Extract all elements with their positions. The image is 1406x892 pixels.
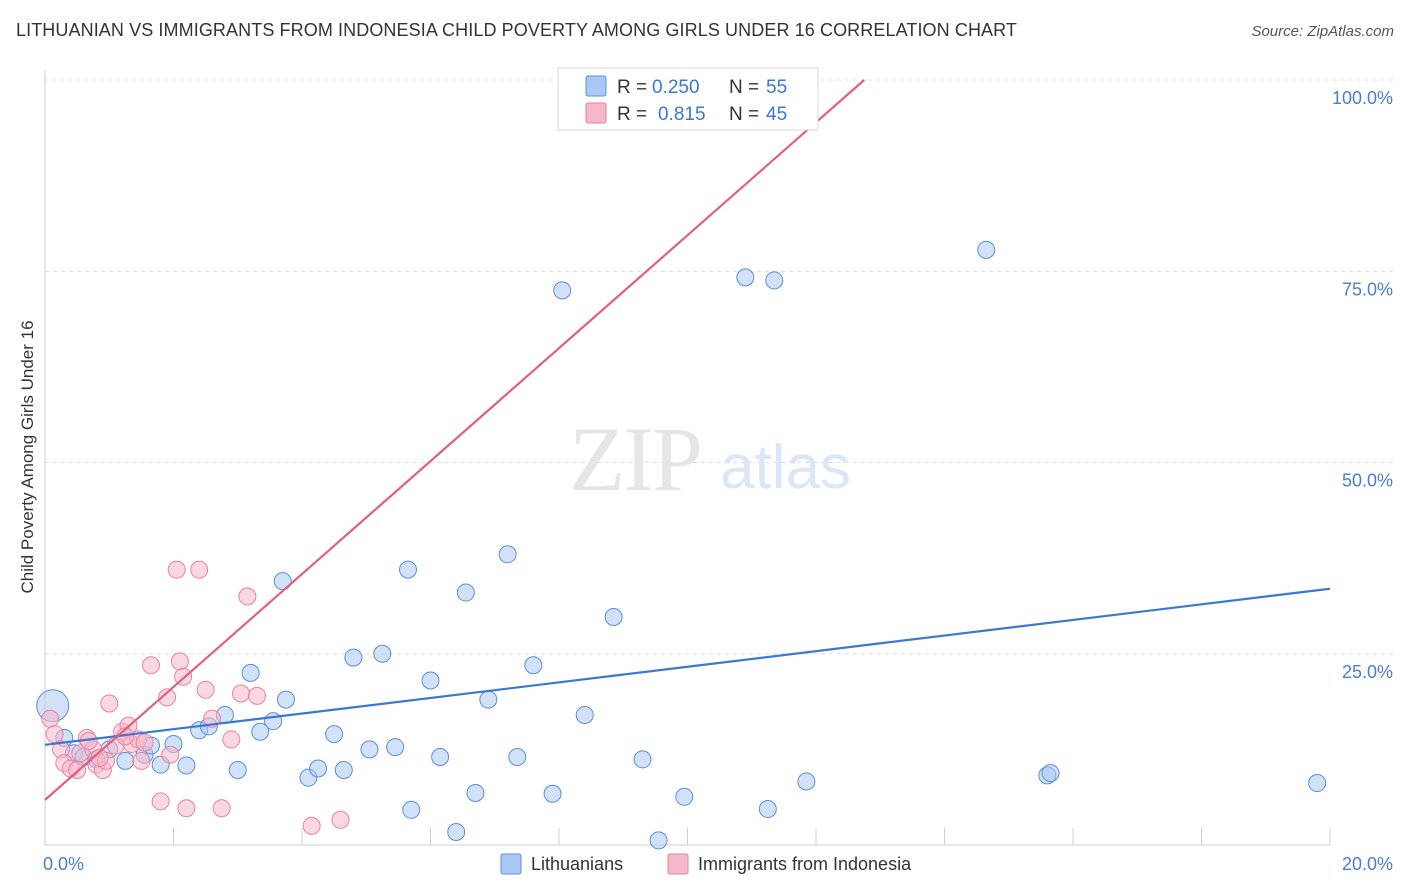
data-point <box>447 822 466 841</box>
data-point <box>276 690 295 709</box>
legend-label-lithuanians: Lithuanians <box>531 854 623 874</box>
data-point <box>498 545 517 564</box>
data-point <box>675 787 694 806</box>
x-tick-label: 20.0% <box>1342 854 1393 874</box>
trend-line-lithuanians <box>44 587 1331 746</box>
stats-legend: R = 0.250 N = 55 R = 0.815 N = 45 <box>557 67 819 131</box>
data-point <box>736 268 755 287</box>
legend-n-label: N = <box>729 77 759 98</box>
data-point <box>177 756 196 775</box>
data-point <box>238 587 257 606</box>
legend-swatch-lithuanians <box>585 75 607 97</box>
legend-r-value: 0.815 <box>658 104 706 125</box>
data-point <box>633 750 652 769</box>
x-tick-label: 0.0% <box>43 854 84 874</box>
y-tick-label: 50.0% <box>1342 471 1393 491</box>
data-point <box>421 671 440 690</box>
legend-swatch-lithuanians <box>500 853 522 875</box>
data-point <box>100 694 119 713</box>
data-point <box>167 560 186 579</box>
legend-swatch-indonesia <box>667 853 689 875</box>
data-point <box>431 748 450 767</box>
data-point <box>765 271 784 290</box>
data-point <box>758 800 777 819</box>
data-point <box>360 740 379 759</box>
data-point <box>479 690 498 709</box>
data-point <box>190 560 209 579</box>
data-point <box>797 772 816 791</box>
data-point <box>553 281 572 300</box>
data-point <box>90 748 109 767</box>
data-point <box>649 831 668 850</box>
data-point <box>116 751 135 770</box>
data-point <box>241 663 260 682</box>
legend-r-label: R = <box>617 104 647 125</box>
x-axis-ticks <box>44 828 1331 845</box>
data-point <box>132 751 151 770</box>
data-point <box>212 799 231 818</box>
data-point <box>1041 764 1060 783</box>
x-tick-labels: 0.0% 20.0% <box>43 854 1393 874</box>
series-lithuanians-points <box>36 240 1327 850</box>
data-point <box>456 583 475 602</box>
data-point <box>142 656 161 675</box>
data-point <box>399 560 418 579</box>
data-point <box>196 680 215 699</box>
data-point <box>373 644 392 663</box>
data-point <box>161 745 180 764</box>
data-point <box>158 688 177 707</box>
data-point <box>508 748 527 767</box>
data-point <box>331 810 350 829</box>
data-point <box>543 784 562 803</box>
watermark-atlas: atlas <box>720 433 851 502</box>
y-tick-label: 75.0% <box>1342 279 1393 299</box>
data-point <box>231 684 250 703</box>
trend-line-indonesia <box>44 79 865 801</box>
data-point <box>264 712 283 731</box>
legend-swatch-indonesia <box>585 102 607 124</box>
legend-n-value: 45 <box>766 104 787 125</box>
data-point <box>41 709 60 728</box>
legend-r-label: R = <box>617 77 647 98</box>
data-point <box>45 725 64 744</box>
legend-n-value: 55 <box>766 77 787 98</box>
data-point <box>386 738 405 757</box>
data-point <box>151 792 170 811</box>
legend-r-value: 0.250 <box>652 77 700 98</box>
y-tick-label: 25.0% <box>1342 662 1393 682</box>
data-point <box>977 240 996 259</box>
data-point <box>309 759 328 778</box>
data-point <box>466 783 485 802</box>
watermark-zip: ZIP <box>569 408 701 510</box>
data-point <box>325 725 344 744</box>
data-point <box>302 816 321 835</box>
data-point <box>177 799 196 818</box>
data-point <box>135 733 154 752</box>
legend-n-label: N = <box>729 104 759 125</box>
data-point <box>251 722 270 741</box>
data-point <box>524 656 543 675</box>
gridlines <box>45 79 1395 655</box>
data-point <box>1308 774 1327 793</box>
data-point <box>222 730 241 749</box>
chart-title: LITHUANIAN VS IMMIGRANTS FROM INDONESIA … <box>16 20 1018 40</box>
data-point <box>402 800 421 819</box>
data-point <box>248 686 267 705</box>
series-legend: Lithuanians Immigrants from Indonesia <box>500 853 912 875</box>
data-point <box>228 761 247 780</box>
source-label: Source: ZipAtlas.com <box>1251 23 1394 40</box>
data-point <box>575 705 594 724</box>
y-tick-label: 100.0% <box>1332 88 1393 108</box>
legend-label-indonesia: Immigrants from Indonesia <box>698 854 912 874</box>
data-point <box>344 648 363 667</box>
data-point <box>170 652 189 671</box>
data-point <box>334 761 353 780</box>
data-point <box>604 608 623 627</box>
y-tick-labels: 25.0% 50.0% 75.0% 100.0% <box>1332 88 1393 682</box>
